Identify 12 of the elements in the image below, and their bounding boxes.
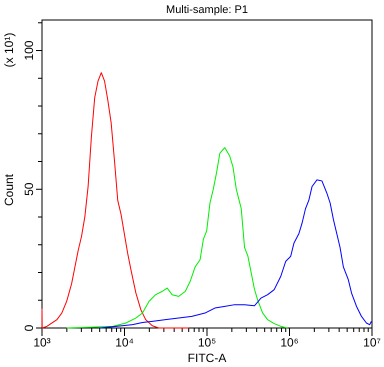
y-tick-label: 50 [22, 182, 36, 196]
text: (x 10¹) [2, 32, 16, 68]
chart-title: Multi-sample: P1 [166, 4, 248, 16]
x-tick-label: 10³ [33, 336, 51, 350]
x-tick-label: 10⁴ [115, 336, 134, 350]
y-tick-label: 100 [22, 40, 36, 61]
y-tick-label: 0 [22, 324, 36, 332]
x-tick-label: 10⁷ [363, 336, 381, 350]
x-tick-label: 10⁵ [198, 336, 216, 350]
x-axis-title: FITC-A [188, 351, 226, 365]
y-axis-title: Count [2, 173, 16, 206]
x-tick-label: 10⁶ [280, 336, 299, 350]
